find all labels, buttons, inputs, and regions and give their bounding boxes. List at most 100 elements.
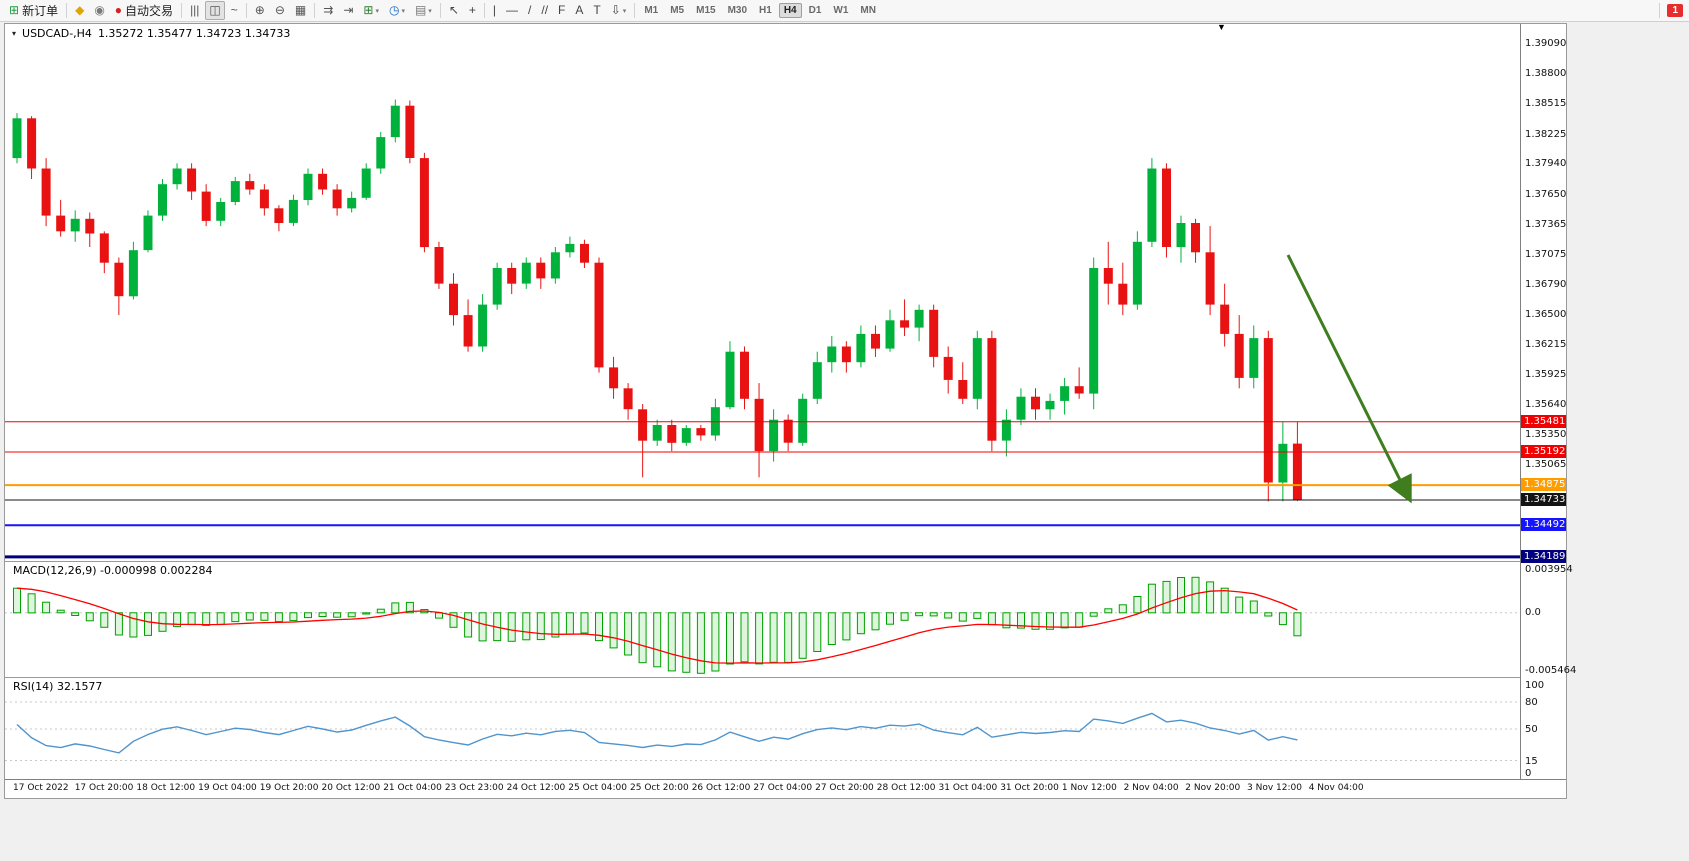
candlestick-chart-icon: ◫ bbox=[209, 3, 221, 17]
time-axis-label: 3 Nov 12:00 bbox=[1247, 783, 1302, 793]
candle bbox=[1045, 393, 1055, 420]
candle bbox=[1132, 231, 1142, 310]
candle bbox=[1176, 215, 1186, 263]
trendline-icon: / bbox=[528, 3, 532, 17]
toolbar-items: ⊞ 新订单 ◆ ◉ ● 自动交易 ||| ◫ ~ ⊕ ⊖ ▦ ⇉ ⇥ ⊞ ▾ ◷ ▾ ▤ ▾ ↖ + | — ///F A T ⇩ ▾ M… bbox=[0, 0, 882, 21]
text-button[interactable]: A bbox=[571, 1, 587, 20]
price-tick-label: 1.39090 bbox=[1525, 38, 1567, 49]
price-tick-label: 1.36500 bbox=[1525, 309, 1567, 321]
vertical-line-button[interactable]: | bbox=[489, 1, 500, 20]
tile-windows-button[interactable]: ▦ bbox=[291, 1, 310, 20]
new-order-label: 新订单 bbox=[22, 4, 59, 18]
candle bbox=[376, 131, 386, 174]
candle bbox=[623, 383, 633, 420]
candle bbox=[1074, 367, 1084, 399]
candle bbox=[550, 247, 560, 284]
candles bbox=[12, 99, 1302, 502]
price-axis[interactable]: 1.39090 1.38800 1.38515 1.38225 1.37940 1.376… bbox=[1520, 24, 1576, 779]
text-icon: A bbox=[575, 3, 584, 17]
arrows-button[interactable]: ⇩ ▾ bbox=[607, 1, 631, 20]
crosshair-button[interactable]: + bbox=[465, 1, 480, 20]
time-axis-label: 20 Oct 12:00 bbox=[321, 783, 381, 793]
new-order-icon: ⊞ bbox=[9, 3, 20, 17]
candle bbox=[1103, 241, 1113, 305]
price-tick-label: 1.37650 bbox=[1525, 188, 1567, 200]
candle bbox=[332, 184, 342, 216]
candle bbox=[41, 158, 51, 227]
time-axis-label: 21 Oct 04:00 bbox=[383, 783, 442, 793]
metaeditor-icon: ◆ bbox=[75, 3, 85, 17]
rsi-indicator-label: RSI(14) 32.1577 bbox=[13, 680, 103, 693]
profiles-button[interactable]: ◷ ▾ bbox=[385, 1, 409, 20]
chart-shift-icon: ⇥ bbox=[343, 3, 354, 17]
time-axis-label: 25 Oct 04:00 bbox=[568, 783, 627, 793]
price-tick-label: 1.36790 bbox=[1525, 278, 1567, 290]
chart-expand-icon[interactable]: ▾ bbox=[12, 29, 17, 38]
time-axis-label: 18 Oct 12:00 bbox=[136, 783, 196, 793]
candle bbox=[85, 212, 95, 247]
new-chart-button[interactable]: ⊞ ▾ bbox=[359, 1, 383, 20]
auto-scroll-button[interactable]: ⇉ bbox=[319, 1, 337, 20]
time-axis[interactable]: 17 Oct 2022 17 Oct 20:00 18 Oct 12:00 19 Oc… bbox=[5, 779, 1566, 798]
timeframe-w1-button[interactable]: W1 bbox=[833, 5, 849, 16]
price-tick-label: 1.38800 bbox=[1525, 68, 1567, 80]
timeframe-mn-button[interactable]: MN bbox=[860, 5, 876, 16]
timeframe-m15-button[interactable]: M15 bbox=[696, 5, 716, 16]
cursor-button[interactable]: ↖ bbox=[445, 1, 463, 20]
trendline-button[interactable]: / bbox=[524, 1, 535, 20]
strategy-tester-button[interactable]: ◉ bbox=[90, 1, 108, 20]
fibonacci-button[interactable]: F bbox=[554, 1, 569, 20]
horizontal-line-button[interactable]: — bbox=[502, 1, 522, 20]
rsi-axis-label: 15 bbox=[1525, 755, 1538, 767]
candle bbox=[1089, 257, 1099, 410]
new-order-button[interactable]: ⊞ 新订单 bbox=[5, 1, 62, 20]
auto-scroll-icon: ⇉ bbox=[323, 3, 334, 17]
label-button[interactable]: T bbox=[589, 1, 604, 20]
timeframe-h1-button[interactable]: H1 bbox=[759, 5, 772, 16]
equidistant-channel-button[interactable]: // bbox=[537, 1, 552, 20]
timeframe-h4-button[interactable]: H4 bbox=[778, 3, 802, 18]
timeframe-d1-button[interactable]: D1 bbox=[808, 5, 822, 16]
candle bbox=[638, 404, 648, 478]
toolbar-right: 1 bbox=[1656, 3, 1689, 18]
toolbar-divider bbox=[245, 3, 247, 18]
candle bbox=[521, 257, 531, 289]
time-axis-label: 19 Oct 20:00 bbox=[259, 783, 319, 793]
price-tick-label: 1.35925 bbox=[1525, 369, 1567, 381]
chart-shift-button[interactable]: ⇥ bbox=[339, 1, 357, 20]
price-chart-svg[interactable] bbox=[5, 24, 1520, 779]
bars-chart-button[interactable]: ||| bbox=[186, 1, 203, 20]
candle bbox=[958, 362, 968, 404]
price-tick-label: 1.37075 bbox=[1525, 248, 1567, 260]
candle bbox=[769, 409, 779, 462]
candle bbox=[929, 304, 939, 368]
timeframe-m30-button[interactable]: M30 bbox=[727, 5, 748, 16]
line-chart-button[interactable]: ~ bbox=[227, 1, 242, 20]
candle bbox=[143, 210, 153, 253]
candle bbox=[434, 241, 444, 289]
candle bbox=[900, 299, 910, 336]
metaeditor-button[interactable]: ◆ bbox=[71, 1, 88, 20]
zoom-out-icon: ⊖ bbox=[274, 3, 285, 17]
caret-down-icon: ▾ bbox=[428, 7, 432, 15]
toolbar-divider bbox=[483, 3, 485, 18]
equidistant-channel-icon: // bbox=[541, 3, 549, 17]
autotrading-button[interactable]: ● 自动交易 bbox=[111, 1, 177, 20]
timeframe-m5-button[interactable]: M5 bbox=[670, 5, 685, 16]
time-axis-label: 31 Oct 04:00 bbox=[938, 783, 998, 793]
trend-arrow[interactable] bbox=[1286, 254, 1412, 504]
notifications-badge[interactable]: 1 bbox=[1667, 4, 1683, 17]
zoom-in-button[interactable]: ⊕ bbox=[251, 1, 269, 20]
toolbar: ⊞ 新订单 ◆ ◉ ● 自动交易 ||| ◫ ~ ⊕ ⊖ ▦ ⇉ ⇥ ⊞ ▾ ◷ ▾ ▤ ▾ ↖ + | — ///F A T ⇩ ▾ M… bbox=[0, 0, 1689, 22]
macd-axis-label: 0.0 bbox=[1525, 606, 1541, 618]
zoom-out-button[interactable]: ⊖ bbox=[271, 1, 289, 20]
candle bbox=[871, 325, 880, 357]
candle bbox=[419, 152, 429, 253]
candlestick-chart-button[interactable]: ◫ bbox=[205, 1, 225, 20]
time-axis-label: 26 Oct 12:00 bbox=[691, 783, 751, 793]
candle bbox=[798, 393, 808, 446]
templates-button[interactable]: ▤ ▾ bbox=[411, 1, 436, 20]
macd-axis-label: -0.005464 bbox=[1525, 665, 1577, 676]
timeframe-m1-button[interactable]: M1 bbox=[644, 5, 659, 16]
